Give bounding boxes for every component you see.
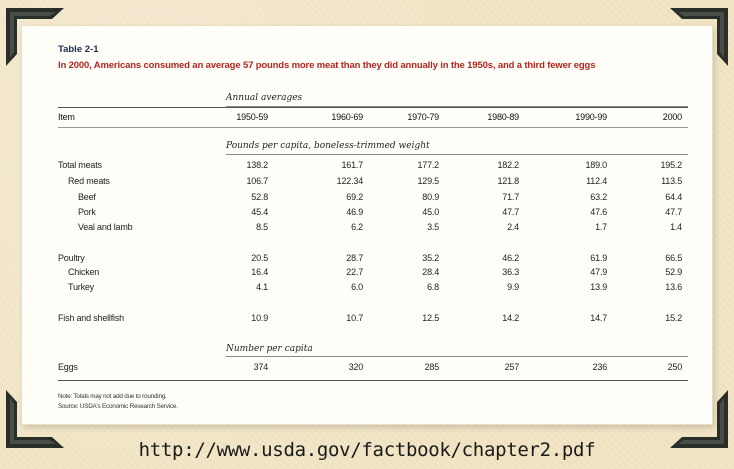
table-cell: 138.2 (246, 160, 268, 170)
table-cell: 12.5 (422, 313, 439, 323)
header-top-rule (58, 107, 688, 108)
table-cell: 374 (253, 362, 269, 372)
row-label: Fish and shellfish (58, 313, 124, 323)
table-cell: 8.5 (256, 222, 268, 232)
table-cell: 189.0 (585, 160, 607, 170)
row-label: Eggs (58, 362, 78, 372)
pounds-rule (226, 154, 688, 155)
photo-corner-top-left-icon (6, 8, 64, 66)
table-cell: 47.7 (502, 207, 519, 217)
table-cell: 285 (424, 362, 440, 372)
table-cell: 121.8 (497, 176, 519, 186)
table-cell: 14.7 (590, 313, 607, 323)
column-header: 2000 (662, 112, 682, 122)
item-header: Item (58, 112, 75, 122)
table-cell: 28.7 (346, 253, 363, 263)
table-cell: 1.7 (595, 222, 607, 232)
table-cell: 46.2 (502, 253, 519, 263)
row-label: Red meats (68, 176, 110, 186)
table-cell: 195.2 (660, 160, 682, 170)
table-cell: 3.5 (427, 222, 439, 232)
photo-corner-top-right-icon (670, 8, 728, 66)
row-label: Turkey (68, 282, 94, 292)
table-cell: 47.9 (590, 267, 607, 277)
table-cell: 6.2 (351, 222, 363, 232)
table-cell: 13.9 (590, 282, 607, 292)
number-rule (226, 356, 688, 357)
table-cell: 6.0 (351, 282, 363, 292)
row-label: Poultry (58, 253, 85, 263)
table-cell: 13.6 (665, 282, 682, 292)
table-cell: 106.7 (246, 176, 268, 186)
annual-averages-label: Annual averages (226, 93, 303, 103)
table-cell: 63.2 (590, 192, 607, 202)
table-cell: 113.5 (661, 176, 682, 186)
source-note: Source: USDA's Economic Research Service… (58, 403, 178, 410)
table-cell: 66.5 (665, 253, 682, 263)
table-cell: 45.0 (422, 207, 439, 217)
table-cell: 52.8 (251, 192, 268, 202)
header-bottom-rule (58, 127, 688, 128)
table-cell: 320 (348, 362, 364, 372)
table-cell: 9.9 (507, 282, 519, 292)
table-cell: 35.2 (422, 253, 439, 263)
column-header: 1980-89 (487, 112, 519, 122)
source-url: http://www.usda.gov/factbook/chapter2.pd… (138, 439, 596, 461)
table-cell: 52.9 (665, 267, 682, 277)
table-cell: 47.6 (590, 207, 607, 217)
table-caption: In 2000, Americans consumed an average 5… (58, 60, 596, 71)
row-label: Beef (78, 192, 96, 202)
table-cell: 22.7 (346, 267, 363, 277)
table-cell: 112.4 (586, 176, 607, 186)
row-label: Chicken (68, 267, 100, 277)
table-cell: 2.4 (507, 222, 519, 232)
table-cell: 47.7 (665, 207, 682, 217)
table-cell: 10.9 (251, 313, 268, 323)
row-label: Total meats (58, 160, 102, 170)
number-per-capita-label: Number per capita (226, 344, 313, 354)
table-cell: 16.4 (251, 267, 268, 277)
table-bottom-rule (58, 380, 688, 381)
table-cell: 4.1 (256, 282, 268, 292)
table-cell: 257 (504, 362, 520, 372)
photo-card (22, 26, 712, 424)
column-header: 1960-69 (331, 112, 363, 122)
table-cell: 28.4 (422, 267, 439, 277)
table-cell: 122.34 (336, 176, 364, 186)
photo-corner-bottom-right-icon (670, 390, 728, 448)
table-cell: 64.4 (665, 192, 682, 202)
table-cell: 14.2 (502, 313, 519, 323)
table-cell: 236 (592, 362, 608, 372)
row-label: Veal and lamb (78, 222, 133, 232)
column-header: 1990-99 (575, 112, 607, 122)
table-cell: 20.5 (251, 253, 268, 263)
table-cell: 161.7 (341, 160, 363, 170)
table-cell: 182.2 (497, 160, 519, 170)
table-cell: 129.5 (417, 176, 439, 186)
table-cell: 250 (667, 362, 683, 372)
table-cell: 71.7 (502, 192, 519, 202)
photo-corner-bottom-left-icon (6, 390, 64, 448)
column-header: 1970-79 (407, 112, 439, 122)
column-header: 1950-59 (236, 112, 268, 122)
row-label: Pork (78, 207, 96, 217)
table-cell: 6.8 (427, 282, 439, 292)
table-cell: 45.4 (251, 207, 268, 217)
annual-averages-rule (226, 106, 688, 107)
table-cell: 80.9 (422, 192, 439, 202)
table-cell: 69.2 (346, 192, 363, 202)
table-cell: 36.3 (502, 267, 519, 277)
pounds-per-capita-label: Pounds per capita, boneless-trimmed weig… (226, 141, 430, 151)
table-cell: 61.9 (590, 253, 607, 263)
table-cell: 15.2 (665, 313, 682, 323)
table-cell: 1.4 (670, 222, 682, 232)
footnote: Note: Totals may not add due to rounding… (58, 393, 167, 400)
table-cell: 46.9 (346, 207, 363, 217)
table-cell: 10.7 (346, 313, 363, 323)
table-label: Table 2-1 (58, 44, 99, 55)
table-cell: 177.2 (417, 160, 439, 170)
